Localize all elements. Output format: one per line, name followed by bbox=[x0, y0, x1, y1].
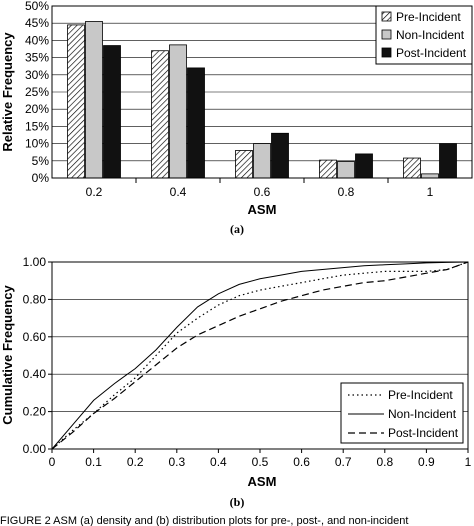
bar-non-incident-0-2 bbox=[85, 21, 103, 179]
line-chart-panel-label: (b) bbox=[230, 495, 245, 509]
line-chart-x-tick-label: 0 bbox=[49, 455, 56, 469]
bar-pre-incident-0-2 bbox=[67, 24, 85, 179]
line-chart-x-tick-label: 0.5 bbox=[252, 455, 269, 469]
legend-label-pre-incident-line: Pre-Incident bbox=[388, 388, 453, 402]
line-chart-x-tick-label: 0.8 bbox=[376, 455, 393, 469]
bar-chart-x-tick-label: 0.8 bbox=[338, 185, 355, 199]
line-chart-y-tick-label: 0.80 bbox=[23, 292, 47, 306]
bar-non-incident-0-6 bbox=[253, 143, 271, 179]
line-chart-y-tick-label: 0.20 bbox=[23, 405, 47, 419]
line-non-incident bbox=[51, 261, 469, 450]
bar-chart-x-tick-label: 0.2 bbox=[86, 185, 103, 199]
legend-label-non-incident-line: Non-Incident bbox=[388, 407, 457, 421]
line-chart-x-tick-label: 0.1 bbox=[85, 455, 102, 469]
bar-chart-y-tick-label: 35% bbox=[25, 51, 49, 65]
line-chart-x-axis-label: ASM bbox=[248, 474, 277, 489]
line-chart-x-tick-label: 0.4 bbox=[210, 455, 227, 469]
figure-caption: FIGURE 2 ASM (a) density and (b) distrib… bbox=[0, 515, 408, 526]
line-chart-y-axis-label: Cumulative Frequency bbox=[0, 285, 15, 425]
bar-post-incident-0-8 bbox=[355, 153, 373, 179]
bar-pre-incident-0-6 bbox=[235, 150, 253, 179]
bar-pre-incident-0-4 bbox=[151, 50, 169, 179]
bar-chart-x-tick-label: 1 bbox=[427, 185, 434, 199]
bar-post-incident-0-2 bbox=[103, 45, 121, 179]
line-post-incident bbox=[51, 261, 469, 450]
line-chart-y-tick-label: 0.00 bbox=[23, 442, 47, 456]
bar-chart-y-axis-label: Relative Frequency bbox=[0, 32, 15, 152]
bar-non-incident-0-8 bbox=[337, 161, 355, 179]
line-chart-x-tick-label: 0.6 bbox=[293, 455, 310, 469]
legend-label-post-incident-line: Post-Incident bbox=[388, 426, 459, 440]
bar-post-incident-1 bbox=[439, 143, 457, 179]
bar-post-incident-0-6 bbox=[271, 132, 289, 179]
bar-chart-x-axis-label: ASM bbox=[248, 202, 277, 217]
line-chart-y-tick-label: 1.00 bbox=[23, 255, 47, 269]
bar-chart-panel-label: (a) bbox=[230, 222, 244, 236]
legend-swatch-pre-incident bbox=[381, 11, 392, 22]
line-chart-y-ticks: 0.00 0.20 0.40 0.60 0.80 1.00 bbox=[23, 255, 52, 456]
legend-swatch-post-incident bbox=[381, 47, 392, 58]
bar-chart-y-tick-label: 40% bbox=[25, 33, 49, 47]
line-chart-x-tick-label: 1 bbox=[465, 455, 472, 469]
bar-chart-y-tick-label: 10% bbox=[25, 137, 49, 151]
bar-chart-y-tick-label: 0% bbox=[32, 171, 50, 185]
bar-chart-legend-box bbox=[375, 5, 473, 65]
line-chart-x-tick-label: 0.2 bbox=[127, 455, 144, 469]
line-chart-lines bbox=[51, 261, 469, 450]
bar-chart-y-ticks: 0% 5% 10% 15% 20% 25% 30% 35% 40% 45% 50% bbox=[25, 0, 49, 185]
line-chart-x-tick-label: 0.9 bbox=[418, 455, 435, 469]
bar-chart-y-tick-label: 5% bbox=[32, 154, 50, 168]
bar-post-incident-0-4 bbox=[187, 67, 205, 179]
line-chart-y-tick-label: 0.40 bbox=[23, 367, 47, 381]
bar-non-incident-0-4 bbox=[169, 44, 187, 179]
line-pre-incident bbox=[51, 261, 469, 450]
bar-chart-legend: Pre-Incident Non-Incident Post-Incident bbox=[375, 5, 473, 65]
bar-chart-plot-frame bbox=[51, 5, 473, 179]
bar-pre-incident-1 bbox=[403, 157, 421, 179]
line-chart-x-tick-label: 0.3 bbox=[168, 455, 185, 469]
legend-swatch-non-incident bbox=[381, 29, 392, 40]
bar-chart-grid bbox=[52, 22, 472, 162]
bar-chart-x-tick-label: 0.6 bbox=[254, 185, 271, 199]
bar-chart-y-tick-label: 25% bbox=[25, 85, 49, 99]
bar-chart-y-tick-label: 15% bbox=[25, 119, 49, 133]
bar-chart-bars bbox=[67, 21, 457, 179]
line-chart-x-ticks: 0 0.1 0.2 0.3 0.4 0.5 0.6 0.7 0.8 0.9 1 bbox=[49, 449, 472, 469]
bar-non-incident-1 bbox=[421, 173, 439, 179]
legend-label-post-incident: Post-Incident bbox=[396, 46, 467, 60]
line-chart-legend: Pre-Incident Non-Incident Post-Incident bbox=[340, 382, 464, 444]
bar-pre-incident-0-8 bbox=[319, 159, 337, 179]
bar-chart-y-tick-label: 20% bbox=[25, 102, 49, 116]
legend-label-pre-incident: Pre-Incident bbox=[396, 10, 461, 24]
bar-chart: 0%5%10%15%20%25%30%35%40%45%50% 0.2 0.4 0.… bbox=[0, 0, 473, 236]
bar-chart-y-tick-label: 30% bbox=[25, 68, 49, 82]
line-chart: 0.00 0.20 0.40 0.60 0.80 1.00 0 0.1 0.2 0.3 0.4 0.… bbox=[0, 255, 472, 509]
bar-chart-y-tick-label: 50% bbox=[25, 0, 49, 13]
line-chart-y-tick-label: 0.60 bbox=[23, 330, 47, 344]
legend-label-non-incident: Non-Incident bbox=[396, 28, 465, 42]
line-chart-x-tick-label: 0.7 bbox=[335, 455, 352, 469]
bar-chart-x-tick-label: 0.4 bbox=[170, 185, 187, 199]
bar-chart-y-tick-label: 45% bbox=[25, 16, 49, 30]
bar-chart-x-ticks: 0.2 0.4 0.6 0.8 1 bbox=[86, 178, 434, 199]
